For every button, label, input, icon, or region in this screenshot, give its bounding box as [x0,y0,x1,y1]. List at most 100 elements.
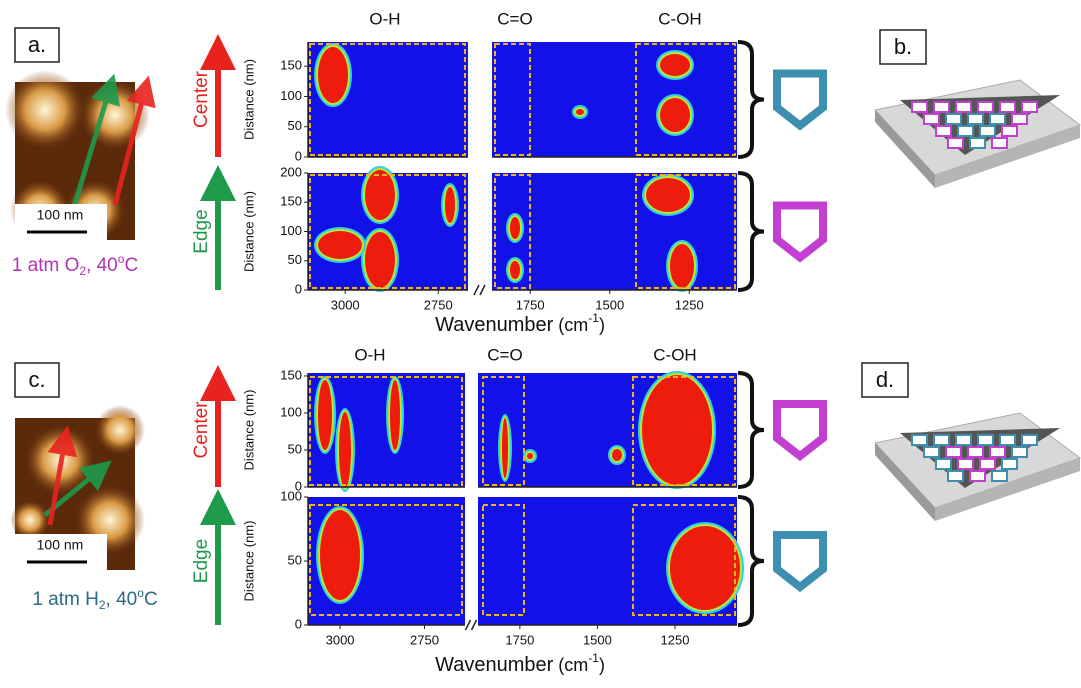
x-axis-label: Wavenumber (cm-1) [435,311,605,336]
x-tick-label: 1500 [583,632,612,647]
y-tick-label: 200 [280,164,302,179]
crystal [911,434,928,446]
region-box [635,43,736,156]
heatmap [492,42,737,157]
y-tick-label: 100 [280,88,302,103]
x-tick-label: 1750 [505,632,534,647]
x-label-main: Wavenumber [435,654,554,676]
crystal [947,470,964,482]
region-label: C-OH [653,345,696,364]
x-label-sup: -1 [588,651,599,665]
y-tick-label: 0 [295,281,302,296]
region-box [309,174,466,289]
crystal [967,113,984,125]
y-tick-label: 0 [295,616,302,631]
side-label: Center [191,401,212,459]
region-box [309,504,463,616]
blob-core [612,449,622,461]
crystal [1001,458,1018,470]
blob-core [318,380,332,450]
blob-core [318,47,348,103]
afm-arrow [67,73,121,221]
y-tick-label: 150 [280,58,302,73]
condition-part: C [124,255,138,276]
crystal [999,101,1016,113]
crystal [923,113,940,125]
y-tick-label: 150 [280,194,302,209]
crystal [969,137,986,149]
blob-core [445,187,455,223]
blob-core [660,98,690,132]
y-axis-label: Distance (nm) [241,521,256,602]
blob-core [365,232,395,288]
x-tick-label: 1750 [516,297,545,312]
crystal [1021,434,1038,446]
afm-arrow [112,75,156,206]
condition-part: 1 atm O [12,255,80,276]
scale-bar-box [15,204,107,240]
crystal [947,137,964,149]
heatmap [492,173,737,290]
condition-part: , 40 [86,255,118,276]
y-axis-label: Distance (nm) [241,59,256,140]
blob-core [502,418,508,478]
afm-grain [10,500,50,540]
crystal [991,137,1008,149]
blob-core [670,244,694,288]
region-label: O-H [354,345,385,364]
crystal [933,434,950,446]
region-label: C=O [487,345,522,364]
condition-part: 2 [99,598,106,612]
crystal-icon [773,201,827,263]
crystal [945,113,962,125]
panel-label-box [14,27,60,63]
crystal [935,125,952,137]
blob-core [320,510,360,600]
scale-bar-box [15,534,107,570]
blob-core [365,170,395,220]
y-tick-label: 0 [295,148,302,163]
slab-side [935,125,1080,188]
crystal [923,446,940,458]
crystal [911,101,928,113]
region-box [309,43,466,156]
crystal [1011,446,1028,458]
slab-front [875,110,935,188]
blob-core [318,231,362,259]
bracket [737,40,765,159]
crystal [989,113,1006,125]
blob-core [339,412,351,488]
blob-core [642,375,712,485]
region-label: C=O [497,9,532,28]
region-label: O-H [369,9,400,28]
y-tick-label: 50 [288,441,302,456]
y-tick-label: 150 [280,367,302,382]
crystal [979,458,996,470]
crystal [935,458,952,470]
x-label-main: Wavenumber [435,314,554,336]
region-box [494,174,531,289]
condition-part: 2 [79,264,86,278]
y-axis-label: Distance (nm) [241,390,256,471]
y-tick-label: 50 [288,118,302,133]
axis-break [464,619,478,631]
condition-part: , 40 [106,589,138,610]
crystal [977,101,994,113]
crystal [977,434,994,446]
condition-part: 1 atm H [32,589,99,610]
x-tick-label: 1250 [661,632,690,647]
blob-core [527,453,533,459]
slab-front [875,443,935,521]
crystal [945,446,962,458]
y-tick-label: 0 [295,478,302,493]
crystal [969,470,986,482]
crystal-icon [773,531,827,593]
side-label: Edge [191,209,212,253]
crystal [957,125,974,137]
scale-bar-label: 100 nm [37,207,84,223]
region-box [632,376,736,486]
panel-label: a. [28,32,46,57]
panel-label-box [14,362,60,398]
x-tick-label: 2750 [424,297,453,312]
